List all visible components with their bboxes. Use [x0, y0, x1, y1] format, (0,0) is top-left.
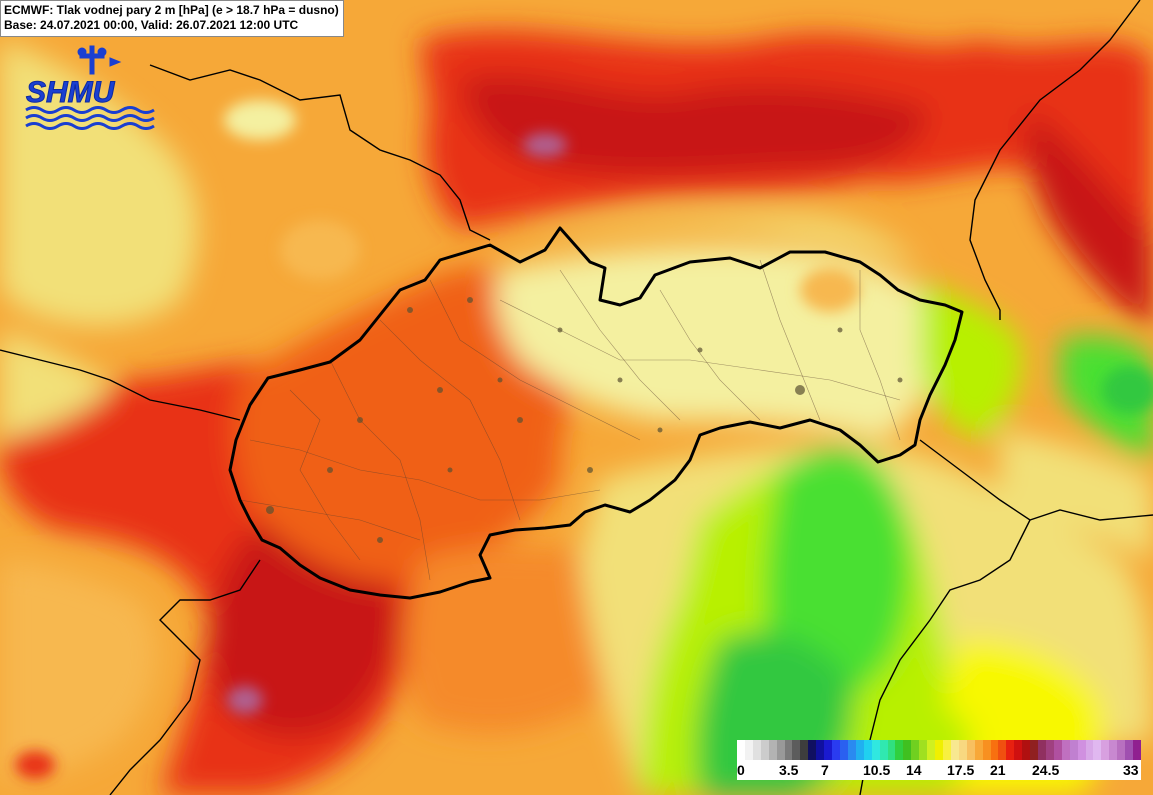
legend-tick-21: 21	[990, 762, 1006, 778]
map-title: ECMWF: Tlak vodnej pary 2 m [hPa] (e > 1…	[4, 3, 339, 17]
town-markers	[266, 297, 903, 543]
legend-swatch	[958, 740, 967, 760]
legend-swatch	[1117, 740, 1126, 760]
legend-color-bar	[737, 740, 1142, 760]
logo-text: SHMU	[26, 76, 116, 109]
legend-swatch	[998, 740, 1007, 760]
legend-swatch	[1085, 740, 1094, 760]
legend-swatch	[776, 740, 785, 760]
legend-swatch	[792, 740, 801, 760]
legend-tick-7: 7	[821, 762, 829, 778]
legend-swatch	[800, 740, 809, 760]
legend-swatch	[950, 740, 959, 760]
legend-swatch	[942, 740, 951, 760]
legend-swatch	[824, 740, 833, 760]
legend-swatch	[752, 740, 761, 760]
color-legend: 0 3.5 7 10.5 14 17.5 21 24.5 33	[737, 740, 1142, 780]
legend-swatch	[737, 740, 745, 760]
legend-swatch	[832, 740, 840, 760]
legend-labels: 0 3.5 7 10.5 14 17.5 21 24.5 33	[737, 760, 1141, 780]
legend-tick-17.5: 17.5	[947, 762, 975, 778]
legend-swatch	[1109, 740, 1118, 760]
legend-swatch	[919, 740, 928, 760]
legend-swatch	[1101, 740, 1110, 760]
legend-swatch	[863, 740, 872, 760]
legend-swatch	[935, 740, 943, 760]
legend-swatch	[760, 740, 769, 760]
logo-waves-icon	[25, 106, 155, 130]
legend-swatch	[1038, 740, 1046, 760]
legend-swatch	[816, 740, 825, 760]
legend-swatch	[768, 740, 777, 760]
legend-swatch	[1030, 740, 1039, 760]
legend-swatch	[1077, 740, 1086, 760]
logo-mast-icon	[89, 45, 95, 75]
legend-swatch	[744, 740, 753, 760]
shmu-logo: SHMU	[25, 45, 155, 130]
map-run-info: Base: 24.07.2021 00:00, Valid: 26.07.202…	[4, 18, 299, 32]
slovakia-border	[228, 226, 964, 600]
legend-swatch	[1045, 740, 1054, 760]
legend-swatch	[871, 740, 880, 760]
legend-tick-0: 0	[737, 762, 745, 778]
legend-swatch	[1061, 740, 1070, 760]
legend-swatch	[1133, 740, 1142, 760]
legend-swatch	[911, 740, 920, 760]
legend-swatch	[1125, 740, 1134, 760]
legend-swatch	[784, 740, 793, 760]
field-spots	[15, 100, 1153, 779]
legend-swatch	[1006, 740, 1015, 760]
legend-swatch	[1069, 740, 1078, 760]
legend-swatch	[855, 740, 864, 760]
legend-swatch	[990, 740, 999, 760]
legend-swatch	[974, 740, 983, 760]
legend-swatch	[847, 740, 856, 760]
field-layer	[0, 30, 1153, 795]
legend-swatch	[895, 740, 904, 760]
legend-tick-33: 33	[1123, 762, 1139, 778]
legend-tick-24.5: 24.5	[1032, 762, 1060, 778]
legend-swatch	[903, 740, 912, 760]
legend-swatch	[966, 740, 975, 760]
legend-swatch	[879, 740, 888, 760]
legend-swatch	[1093, 740, 1102, 760]
legend-swatch	[982, 740, 991, 760]
legend-swatch	[927, 740, 936, 760]
legend-tick-10.5: 10.5	[863, 762, 891, 778]
legend-swatch	[808, 740, 817, 760]
map-title-box: ECMWF: Tlak vodnej pary 2 m [hPa] (e > 1…	[0, 0, 344, 37]
legend-swatch	[1014, 740, 1023, 760]
legend-swatch	[1053, 740, 1062, 760]
district-boundaries	[239, 259, 901, 581]
legend-swatch	[839, 740, 848, 760]
legend-tick-3.5: 3.5	[779, 762, 799, 778]
legend-swatch	[887, 740, 896, 760]
legend-swatch	[1022, 740, 1031, 760]
legend-tick-14: 14	[906, 762, 922, 778]
